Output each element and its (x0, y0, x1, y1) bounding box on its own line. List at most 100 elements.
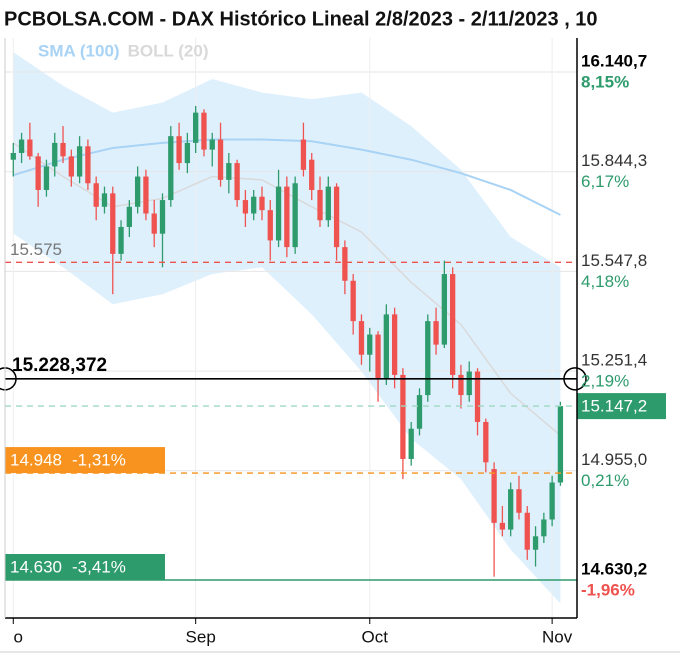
candle-body (333, 186, 340, 248)
x-tick-label: Oct (362, 627, 389, 646)
candle-body (126, 206, 133, 227)
candle-body (309, 159, 315, 190)
legend-entry: BOLL (20) (128, 41, 209, 60)
candle-body (292, 183, 298, 248)
candle-body (408, 428, 414, 459)
candle-body (499, 522, 506, 530)
level-layer: 15.575 15.228,372 15.147,2 14.948 -1,31% 14.6… (0, 240, 666, 581)
level-box (5, 447, 165, 474)
candle-body (193, 112, 199, 143)
legend-entry: SMA (100) (38, 41, 120, 60)
candle-body (474, 371, 481, 422)
y-tick-label: 14.630,2 (581, 559, 647, 578)
y-tick-change: 6,17% (581, 172, 629, 191)
candle-body (342, 247, 348, 281)
candle-body (10, 152, 16, 160)
x-tick-label: o (14, 627, 23, 646)
candle-body (134, 176, 141, 207)
candle-body (85, 146, 91, 184)
candle-body (375, 334, 381, 379)
level-change: -3,41% (72, 557, 126, 576)
candle-body (449, 274, 456, 375)
candle-body (110, 193, 116, 254)
candle-body (101, 193, 108, 207)
candle-body (317, 189, 323, 221)
y-tick-label: 15.844,3 (581, 151, 647, 170)
candle-body (18, 139, 25, 153)
candle-body (549, 482, 555, 520)
candle-body (483, 421, 489, 463)
band-layer (13, 52, 561, 604)
candle-body (52, 142, 58, 167)
axis-layer: 16.140,7 8,15% 15.844,3 6,17% 15.547,8 4,18% 1… (0, 38, 680, 653)
price-box (577, 393, 666, 420)
candle-body (259, 196, 265, 211)
candle-body (383, 314, 389, 379)
level-label: 15.575 (10, 240, 62, 259)
level-label: 14.630 (10, 557, 62, 576)
sma-line (12, 138, 561, 216)
x-tick-label: Sep (186, 627, 216, 646)
candle-body (151, 213, 157, 234)
candle-body (524, 512, 530, 550)
candle-body (275, 186, 282, 241)
candle-body (508, 489, 514, 530)
candle-body (118, 226, 124, 254)
candle-body (350, 280, 356, 322)
candle-body (441, 274, 448, 345)
level-label: 14.948 (10, 451, 62, 470)
candle-body (76, 146, 83, 177)
candle-body (267, 210, 273, 241)
candle-body (168, 136, 174, 201)
candle-body (391, 314, 398, 375)
x-tick-label: Nov (542, 627, 573, 646)
candle-body (325, 186, 331, 221)
candle-body (226, 163, 232, 180)
candle-body (532, 536, 539, 550)
candle-body (234, 163, 240, 201)
candle-body (217, 139, 224, 180)
candle-body (416, 395, 423, 429)
candle-body (491, 469, 497, 523)
candle-body (68, 156, 74, 177)
candle-body (60, 142, 66, 157)
candle-body (425, 321, 431, 396)
y-tick-change: 8,15% (581, 73, 629, 92)
candle-body (43, 166, 50, 190)
candle-body (251, 196, 257, 214)
candle-body (466, 371, 472, 396)
candle-body (176, 136, 182, 164)
candle-body (35, 156, 41, 190)
level-handle (563, 367, 587, 391)
candle-body (541, 519, 547, 537)
candle-body (184, 142, 191, 164)
y-tick-change: 4,18% (581, 272, 629, 291)
candle-body (358, 321, 365, 355)
candle-body (367, 334, 373, 355)
y-tick-label: 15.251,4 (581, 351, 647, 370)
candle-body (557, 406, 564, 483)
level-change: -1,31% (72, 451, 126, 470)
candle-body (93, 183, 99, 207)
candle-body (433, 321, 439, 345)
candle-body (242, 200, 249, 214)
candle-body (159, 200, 166, 234)
price-label: 15.147,2 (581, 397, 647, 416)
candle-body (201, 112, 207, 150)
candle-body (209, 139, 215, 150)
candle-layer (10, 105, 564, 577)
candle-body (300, 139, 307, 170)
candle-body (458, 374, 464, 396)
candle-body (143, 176, 149, 214)
y-tick-label: 14.955,0 (581, 450, 647, 469)
candle-body (516, 489, 522, 513)
y-tick-change: 2,19% (581, 372, 629, 391)
level-box (5, 554, 165, 581)
candle-body (27, 139, 33, 157)
y-tick-label: 16.140,7 (581, 52, 647, 71)
y-tick-label: 15.547,8 (581, 251, 647, 270)
candle-body (284, 186, 290, 248)
candle-body (400, 374, 406, 459)
y-tick-change: -1,96% (581, 580, 635, 599)
